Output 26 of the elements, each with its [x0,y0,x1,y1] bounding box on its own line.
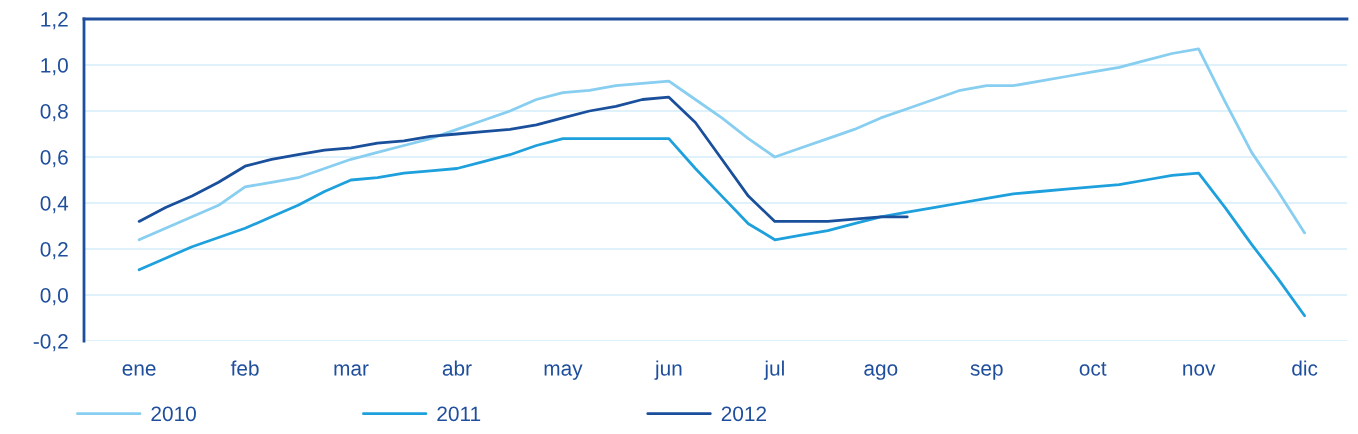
x-tick-label: abr [442,360,472,376]
y-tick-label: 1,2 [41,12,68,30]
y-tick-label: 0,4 [40,196,69,214]
y-tick-label: 1,0 [41,58,68,76]
x-tick-label: nov [1183,364,1216,376]
x-tick-label: dic [1292,360,1318,376]
x-tick-label: oct [1079,362,1107,376]
y-tick-label: 0,6 [40,150,68,168]
legend-label: 2010 [151,406,196,422]
x-tick-label: may [544,364,583,380]
x-tick-label: ago [864,364,898,380]
x-tick-label: feb [230,360,259,376]
x-tick-label: sep [970,364,1003,380]
x-tick-label: ene [122,364,156,376]
line-series [137,137,1307,318]
x-tick-label: jul [763,360,784,380]
line-series [137,47,1307,242]
x-tick-label: mar [334,364,369,376]
legend-label: 2011 [437,406,481,422]
y-tick-label: -0,2 [33,334,68,352]
x-tick-label: jun [654,360,682,380]
line-series [137,95,909,223]
y-tick-label: 0,2 [40,242,68,260]
legend-label: 2012 [721,406,767,422]
y-tick-label: 0,0 [40,288,68,306]
y-tick-label: 0,8 [40,104,68,122]
